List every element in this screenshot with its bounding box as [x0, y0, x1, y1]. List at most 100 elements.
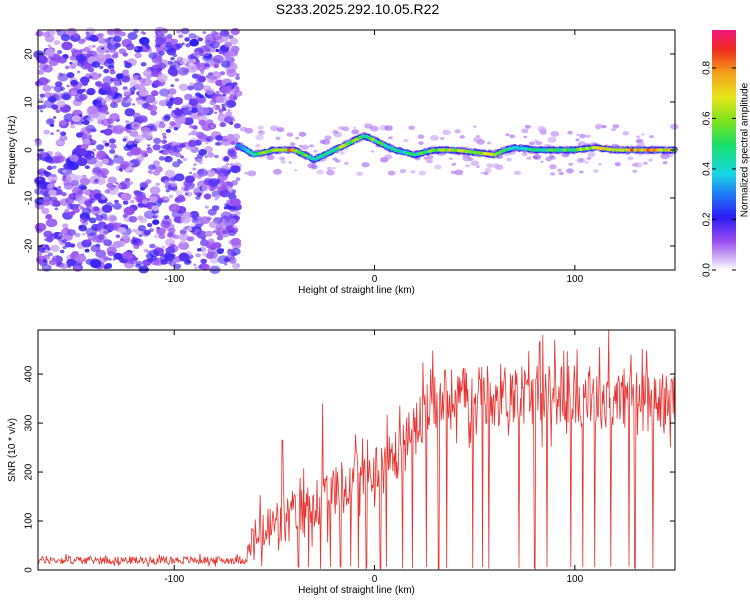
- noise-blob: [103, 216, 109, 221]
- noise-blob: [141, 183, 147, 189]
- noise-blob: [670, 123, 679, 130]
- noise-blob: [662, 161, 668, 165]
- noise-blob: [172, 187, 178, 192]
- noise-blob: [96, 144, 105, 151]
- noise-blob: [344, 147, 349, 150]
- noise-blob: [188, 107, 193, 111]
- noise-blob: [227, 149, 237, 157]
- noise-blob: [161, 139, 168, 144]
- noise-blob: [228, 34, 234, 40]
- noise-blob: [217, 184, 227, 192]
- noise-blob: [196, 62, 207, 71]
- noise-blob: [116, 96, 124, 103]
- noise-blob: [103, 68, 110, 74]
- snr-y-axis-label: SNR (10 * v/v): [7, 418, 18, 482]
- noise-blob: [150, 90, 159, 97]
- noise-blob: [356, 171, 363, 176]
- noise-blob: [112, 241, 122, 248]
- noise-blob: [521, 128, 529, 134]
- noise-blob: [138, 234, 143, 238]
- noise-blob: [188, 132, 192, 136]
- noise-blob: [202, 31, 207, 35]
- noise-blob: [115, 181, 119, 185]
- noise-blob: [192, 96, 197, 100]
- noise-blob: [307, 162, 316, 169]
- noise-blob: [440, 137, 445, 140]
- noise-blob: [157, 199, 164, 204]
- noise-blob: [43, 230, 53, 238]
- noise-blob: [176, 56, 183, 62]
- noise-blob: [586, 156, 592, 160]
- noise-blob: [43, 170, 49, 175]
- noise-blob: [339, 151, 345, 155]
- noise-blob: [165, 95, 169, 98]
- noise-blob: [70, 124, 76, 129]
- noise-blob: [115, 184, 122, 190]
- noise-blob: [92, 148, 97, 152]
- noise-blob: [95, 81, 103, 87]
- noise-blob: [155, 33, 167, 43]
- noise-blob: [635, 138, 644, 144]
- noise-blob: [54, 151, 62, 157]
- noise-blob: [221, 60, 231, 68]
- x-tick-label: -100: [164, 274, 184, 285]
- noise-blob: [85, 31, 90, 35]
- noise-blob: [107, 214, 117, 223]
- noise-blob: [37, 69, 45, 75]
- noise-blob: [454, 129, 461, 134]
- noise-blob: [92, 166, 101, 174]
- snr-series-line: [37, 329, 675, 570]
- noise-blob: [42, 84, 52, 92]
- x-tick-label: 100: [566, 574, 583, 585]
- noise-blob: [221, 103, 226, 107]
- noise-blob: [449, 157, 453, 160]
- noise-blob: [649, 135, 654, 139]
- noise-blob: [326, 169, 335, 176]
- noise-blob: [140, 150, 148, 156]
- noise-blob: [139, 217, 148, 224]
- noise-blob: [298, 144, 303, 148]
- noise-blob: [550, 130, 560, 137]
- noise-blob: [133, 141, 138, 145]
- noise-blob: [120, 193, 127, 198]
- noise-blob: [37, 55, 48, 64]
- noise-blob: [94, 74, 100, 78]
- noise-blob: [172, 144, 183, 153]
- noise-blob: [172, 161, 181, 168]
- noise-blob: [217, 255, 229, 264]
- noise-blob: [235, 76, 241, 80]
- noise-blob: [50, 132, 54, 135]
- noise-blob: [158, 233, 166, 239]
- noise-blob: [147, 223, 153, 228]
- noise-blob: [505, 133, 510, 137]
- noise-blob: [122, 52, 128, 57]
- noise-blob: [39, 63, 48, 71]
- noise-blob: [178, 233, 189, 241]
- noise-blob: [153, 137, 162, 144]
- noise-blob: [233, 123, 241, 129]
- noise-blob: [598, 163, 602, 166]
- noise-blob: [187, 140, 197, 148]
- noise-blob: [161, 217, 172, 226]
- noise-blob: [579, 133, 586, 139]
- noise-blob: [230, 165, 241, 174]
- noise-blob: [660, 153, 670, 160]
- noise-blob: [558, 171, 564, 176]
- noise-blob: [205, 89, 210, 93]
- noise-blob: [216, 141, 223, 146]
- noise-blob: [575, 138, 580, 142]
- noise-blob: [65, 196, 75, 204]
- noise-blob: [187, 54, 194, 60]
- noise-blob: [96, 33, 104, 39]
- noise-blob: [454, 169, 464, 176]
- noise-blob: [214, 111, 218, 115]
- noise-blob: [52, 116, 57, 119]
- noise-blob: [79, 177, 91, 186]
- noise-blob: [177, 158, 181, 162]
- noise-blob: [61, 169, 67, 174]
- noise-blob: [324, 135, 332, 141]
- noise-blob: [63, 182, 74, 190]
- noise-blob: [224, 116, 234, 124]
- noise-blob: [124, 108, 136, 117]
- noise-blob: [66, 258, 77, 267]
